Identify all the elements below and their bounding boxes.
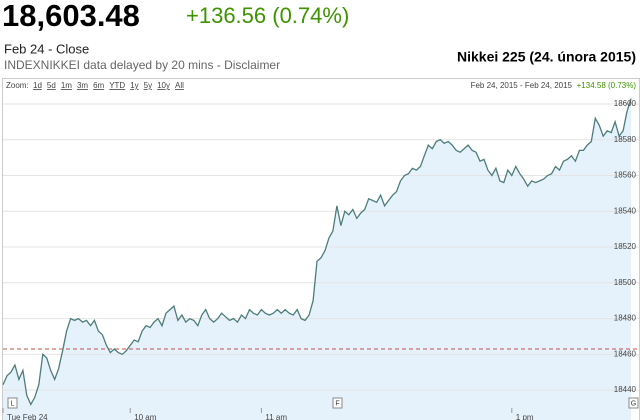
news-flag[interactable]: [628, 397, 639, 409]
plot: [2, 98, 639, 420]
zoom-option[interactable]: 1d: [33, 81, 42, 90]
change: +136.56 (0.74%): [186, 3, 349, 28]
y-tick-label: 18480: [614, 314, 637, 323]
zoom-option[interactable]: 1m: [61, 81, 72, 90]
zoom-label: Zoom:: [6, 81, 29, 90]
price-area: [3, 98, 632, 420]
news-flag-label: G: [631, 400, 636, 407]
price: 18,603.48: [2, 0, 140, 33]
price-line: [2, 98, 632, 406]
x-tick-label: 11 am: [265, 413, 287, 420]
news-flag-label: L: [11, 400, 15, 407]
y-tick-label: 18580: [614, 135, 637, 144]
y-tick-label: 18600: [614, 99, 637, 108]
y-tick-label: 18540: [614, 206, 637, 215]
source-note[interactable]: INDEXNIKKEI data delayed by 20 mins - Di…: [4, 58, 280, 72]
zoom-option[interactable]: 10y: [157, 81, 170, 90]
range-change: +134.58 (0.73%): [577, 81, 637, 90]
zoom-option[interactable]: 5y: [144, 81, 152, 90]
range: Feb 24, 2015 - Feb 24, 2015: [471, 81, 573, 90]
zoom-option[interactable]: All: [175, 81, 184, 90]
x-tick-label: Tue Feb 24: [7, 413, 48, 420]
zoom-option[interactable]: 6m: [93, 81, 104, 90]
zoom-option[interactable]: YTD: [109, 81, 125, 90]
y-tick-label: 18460: [614, 349, 637, 358]
y-tick-label: 18500: [614, 278, 637, 287]
toolbar: Zoom: +134.58 (0.73%) Feb 24, 2015 - Feb…: [6, 81, 636, 90]
y-tick-label: 18560: [614, 171, 637, 180]
close-date: Feb 24 - Close: [4, 41, 89, 56]
zoom-option[interactable]: 5d: [47, 81, 56, 90]
news-flag[interactable]: [332, 397, 343, 409]
news-flag[interactable]: [7, 397, 18, 409]
news-flag-label: F: [335, 400, 339, 407]
zoom-option[interactable]: 1y: [130, 81, 138, 90]
y-tick-label: 18440: [614, 385, 637, 394]
x-tick-label: 10 am: [134, 413, 157, 420]
x-tick-label: 1 pm: [516, 413, 534, 420]
caption: Nikkei 225 (24. února 2015): [457, 49, 636, 65]
y-tick-label: 18520: [614, 242, 637, 251]
zoom-option[interactable]: 3m: [77, 81, 88, 90]
